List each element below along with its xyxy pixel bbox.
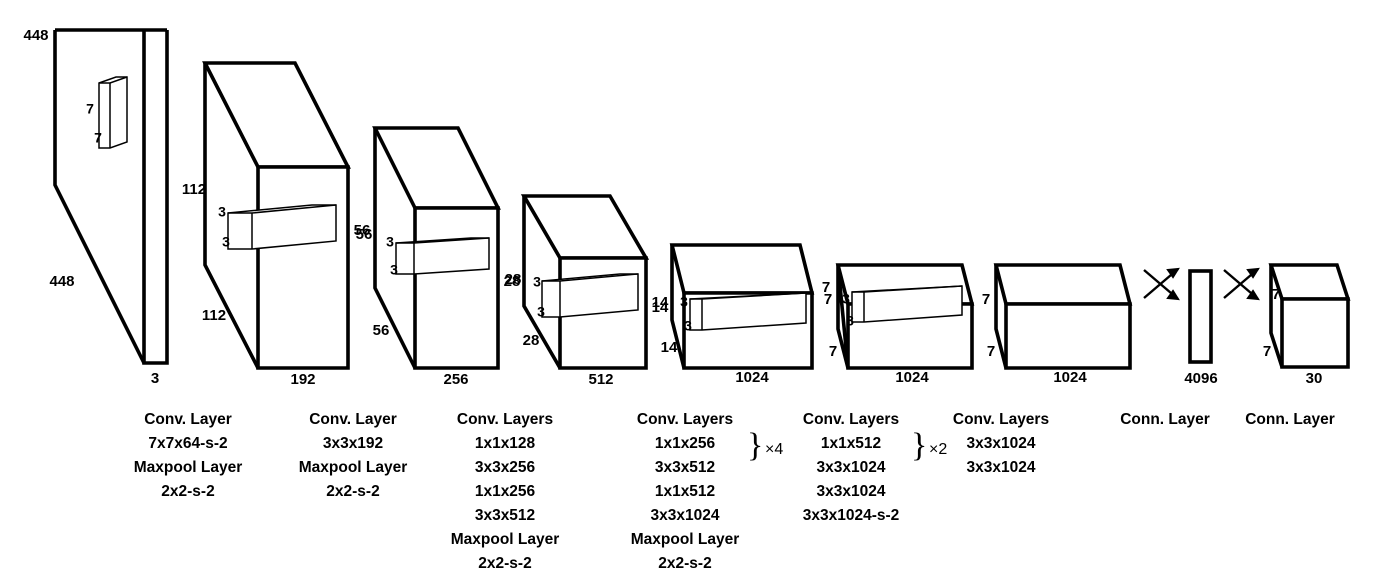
repeat-multiplier-5: ×2 [929,441,948,458]
block-192-height-label: 112 [182,181,206,198]
block-192-kernel-3x3 [227,204,337,250]
caption-conv-2: Conv. Layer 3x3x192 Maxpool Layer 2x2-s-… [288,408,418,504]
block-256-side-label: 56 [373,322,390,339]
block-256-front-label: 28 [505,271,522,288]
block-512-height-label: 28 [504,273,521,290]
input-width-label: 448 [49,273,74,290]
block-256-kernel-h-label: 3 [386,234,394,250]
caption-line: 3x3x1024 [816,459,886,477]
caption-conv-1: Conv. Layer 7x7x64-s-2 Maxpool Layer 2x2… [123,408,253,504]
block-256-kernel-3x3 [395,237,490,275]
block-512-depth-label: 512 [588,371,613,388]
input-depth-label: 3 [151,370,159,387]
caption-line: 1x1x256 [654,435,716,453]
block-1024-b-depth-label: 1024 [895,369,929,386]
block-30 [1268,263,1351,369]
input-kernel-w-label: 7 [94,130,102,146]
caption-line: 3x3x512 [474,507,536,525]
caption-line: 2x2-s-2 [478,555,532,573]
caption-conn-1: Conn. Layer [1100,408,1230,432]
repeat-brace-5: } [911,427,928,464]
caption-line: Conv. Layers [456,411,554,428]
caption-line: 3x3x1024-s-2 [802,507,900,525]
block-1024-b-side-label: 7 [829,343,837,360]
block-512-kernel-h-label: 3 [533,274,541,290]
caption-line: Conv. Layer [144,411,232,428]
block-256-depth-label: 256 [443,371,468,388]
caption-line: 2x2-s-2 [161,483,215,501]
block-256-kernel-w-label: 3 [390,262,398,278]
repeat-brace-4: } [747,427,764,464]
input-volume-448 [53,28,169,365]
caption-line: 1x1x128 [474,435,536,453]
block-192-depth-label: 192 [290,371,315,388]
caption-line: Maxpool Layer [133,459,243,477]
block-4096-depth-label: 4096 [1184,370,1217,387]
block-1024-a-height-label: 14 [652,294,669,311]
block-512-side-label: 28 [523,332,540,349]
block-30-side-label: 7 [1263,343,1271,360]
caption-line: Conv. Layer [309,411,397,428]
block-1024-c [993,263,1133,370]
caption-line: 7x7x64-s-2 [148,435,228,453]
block-1024-c-depth-label: 1024 [1053,369,1087,386]
caption-conv-6: Conv. Layers 3x3x1024 3x3x1024 [936,408,1066,480]
block-1024-b-kernel-h-label: 3 [842,291,850,307]
caption-line: 1x1x512 [654,483,716,501]
input-kernel-h-label: 7 [86,101,94,117]
caption-conv-4: Conv. Layers 1x1x256 3x3x512 1x1x512 3x3… [605,408,784,576]
caption-line: 1x1x256 [474,483,536,501]
block-1024-b-height-label: 7 [824,291,832,308]
repeat-multiplier-4: ×4 [765,441,784,458]
block-192-side-label: 112 [202,307,226,324]
block-1024-a-depth-label: 1024 [735,369,769,386]
block-192-front-label: 56 [354,222,371,239]
block-512-kernel-w-label: 3 [537,304,545,320]
caption-line: Maxpool Layer [450,531,560,549]
block-1024-a-front-label: 7 [822,279,830,296]
caption-line: 1x1x512 [820,435,882,453]
caption-line: Conv. Layers [636,411,734,428]
block-512-front-label: 14 [652,299,669,316]
block-512-kernel-3x3 [541,273,639,318]
block-1024-a-kernel-w-label: 3 [684,318,692,334]
crossing-arrows-2 [1223,267,1260,301]
caption-line: 2x2-s-2 [658,555,712,573]
caption-line: 3x3x1024 [816,483,886,501]
block-1024-c-side-label: 7 [987,343,995,360]
block-1024-a-kernel-h-label: 3 [680,294,688,310]
block-1024-c-height-label: 7 [982,291,990,308]
caption-line: Conn. Layer [1120,411,1210,428]
block-192-kernel-w-label: 3 [222,234,230,250]
block-1024-b-kernel-w-label: 3 [846,313,854,329]
caption-line: 3x3x512 [654,459,716,477]
block-30-height-label: 7 [1272,286,1280,303]
input-kernel-7x7 [98,76,128,149]
crossing-arrows-1 [1143,267,1180,301]
caption-line: 2x2-s-2 [326,483,380,501]
block-30-depth-label: 30 [1306,370,1323,387]
block-1024-a-kernel-3x3 [689,292,807,331]
block-1024-a-side-label: 14 [661,339,678,356]
block-192-kernel-h-label: 3 [218,204,226,220]
caption-line: 3x3x1024 [650,507,720,525]
caption-conv-3: Conv. Layers 1x1x128 3x3x256 1x1x256 3x3… [440,408,570,576]
block-1024-b-kernel-3x3 [851,285,963,323]
block-256-height-label: 56 [356,226,373,243]
caption-line: Conv. Layers [952,411,1050,428]
caption-line: 3x3x256 [474,459,536,477]
caption-line: 3x3x192 [322,435,384,453]
caption-conn-2: Conn. Layer [1225,408,1355,432]
caption-line: Conn. Layer [1245,411,1335,428]
caption-line: Maxpool Layer [298,459,408,477]
caption-line: 3x3x1024 [966,435,1036,453]
caption-line: 3x3x1024 [966,459,1036,477]
caption-conv-5: Conv. Layers 1x1x512 3x3x1024 3x3x1024 3… [768,408,948,528]
caption-line: Maxpool Layer [630,531,740,549]
block-4096 [1188,269,1213,364]
input-height-label: 448 [23,27,48,44]
caption-line: Conv. Layers [802,411,900,428]
